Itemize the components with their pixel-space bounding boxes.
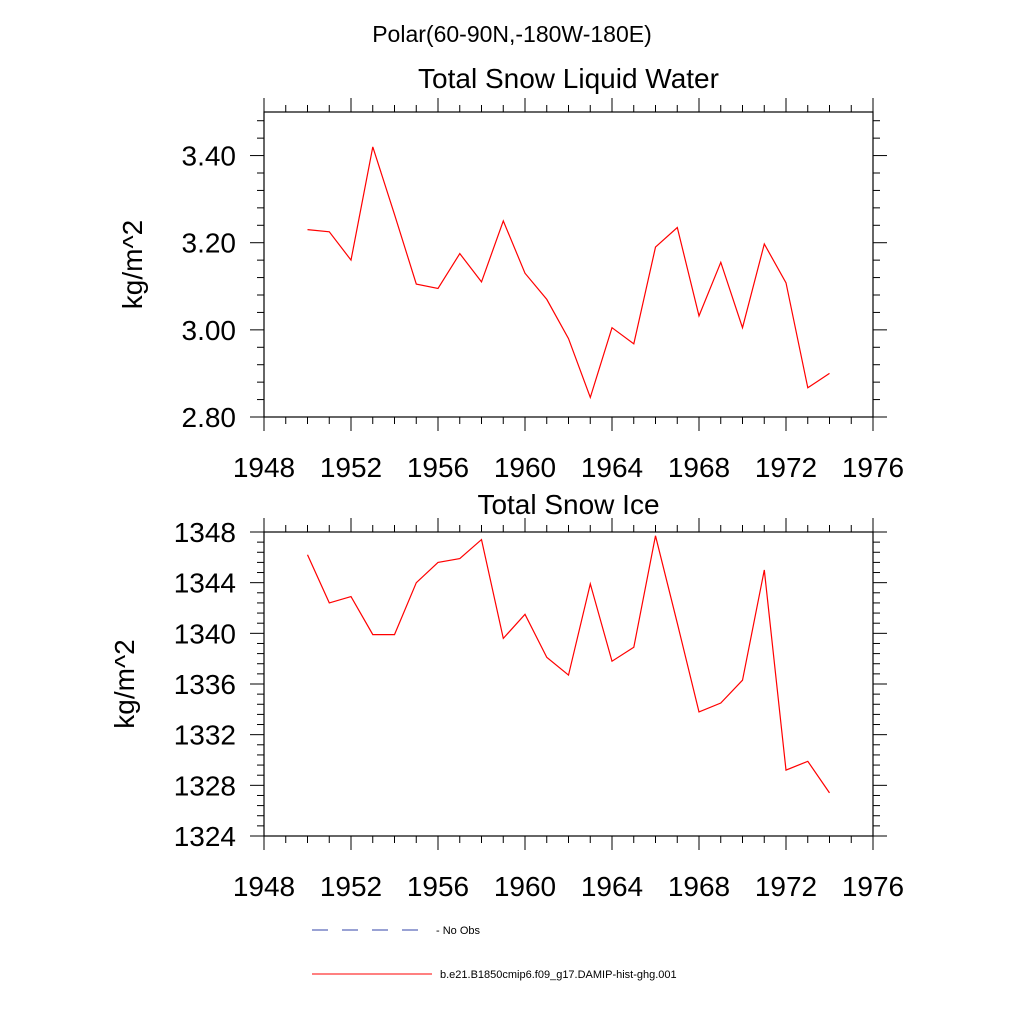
x-tick-label: 1952 bbox=[320, 452, 382, 483]
x-tick-label: 1948 bbox=[233, 871, 295, 902]
x-tick-label: 1952 bbox=[320, 871, 382, 902]
plot-frame bbox=[263, 531, 874, 837]
x-tick-label: 1968 bbox=[668, 871, 730, 902]
legend-label-no-obs: - No Obs bbox=[436, 925, 481, 937]
x-tick-label: 1956 bbox=[407, 452, 469, 483]
y-tick-label: 3.20 bbox=[182, 228, 237, 259]
x-tick-label: 1960 bbox=[494, 452, 556, 483]
legend-label-model: b.e21.B1850cmip6.f09_g17.DAMIP-hist-ghg.… bbox=[440, 969, 677, 981]
series-line bbox=[306, 535, 830, 794]
x-tick-label: 1968 bbox=[668, 452, 730, 483]
y-tick-label: 1332 bbox=[174, 720, 236, 751]
legend: - No Obs b.e21.B1850cmip6.f09_g17.DAMIP-h… bbox=[312, 925, 677, 981]
x-tick-label: 1976 bbox=[842, 452, 904, 483]
x-tick-label: 1964 bbox=[581, 871, 643, 902]
x-tick-label: 1956 bbox=[407, 871, 469, 902]
snow-ice-panel: Total Snow Ice kg/m^2 1948 1952 1956 1960 1964… bbox=[109, 489, 904, 902]
x-tick-label: 1972 bbox=[755, 452, 817, 483]
x-tick-label: 1976 bbox=[842, 871, 904, 902]
series-line bbox=[307, 146, 830, 400]
y-tick-label: 3.00 bbox=[182, 315, 237, 346]
y-tick-label: 1328 bbox=[174, 770, 236, 801]
x-tick-label: 1972 bbox=[755, 871, 817, 902]
y-tick-label: 3.40 bbox=[182, 141, 237, 172]
chart-title: Total Snow Ice bbox=[477, 489, 659, 520]
y-tick-label: 1336 bbox=[174, 669, 236, 700]
x-tick-label: 1964 bbox=[581, 452, 643, 483]
x-tick-label: 1948 bbox=[233, 452, 295, 483]
page-title: Polar(60-90N,-180W-180E) bbox=[372, 21, 652, 47]
y-tick-label: 1340 bbox=[174, 618, 236, 649]
y-tick-label: 1344 bbox=[174, 568, 236, 599]
liquid-water-panel: Total Snow Liquid Water kg/m^2 1948 1952 195… bbox=[117, 63, 904, 483]
chart-title: Total Snow Liquid Water bbox=[418, 63, 719, 94]
y-tick-label: 2.80 bbox=[182, 402, 237, 433]
x-tick-label: 1960 bbox=[494, 871, 556, 902]
plot-frame bbox=[263, 111, 874, 418]
y-tick-label: 1324 bbox=[174, 821, 236, 852]
y-axis-label: kg/m^2 bbox=[117, 220, 148, 309]
y-tick-label: 1348 bbox=[174, 517, 236, 548]
y-axis-label: kg/m^2 bbox=[109, 639, 140, 728]
